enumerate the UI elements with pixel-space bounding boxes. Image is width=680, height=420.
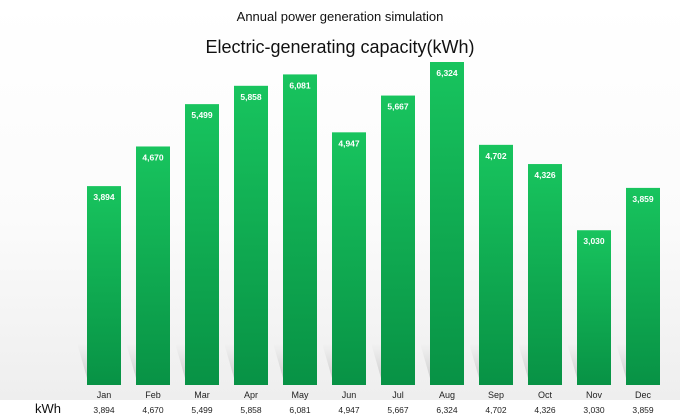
table-value: 4,947: [338, 405, 360, 415]
table-value: 3,030: [583, 405, 605, 415]
bar-oct: [528, 164, 562, 385]
x-tick-label: May: [291, 390, 309, 400]
table-value: 5,667: [387, 405, 409, 415]
bar-apr: [234, 85, 268, 385]
table-value: 4,702: [485, 405, 507, 415]
x-tick-label: Jan: [97, 390, 112, 400]
x-tick-label: Mar: [194, 390, 210, 400]
bar-value-label: 6,324: [436, 68, 458, 78]
bar-jun: [332, 132, 366, 385]
table-value: 4,326: [534, 405, 556, 415]
data-table-row: kWh 3,894 4,670 5,499 5,858 6,081 4,947 5,667 6…: [35, 401, 654, 416]
x-tick-label: Oct: [538, 390, 553, 400]
x-tick-label: Sep: [488, 390, 504, 400]
bar-value-label: 6,081: [289, 80, 311, 90]
table-value: 3,894: [93, 405, 115, 415]
bar-dec: [626, 187, 660, 385]
bar-jul: [381, 95, 415, 385]
bar-feb: [136, 146, 170, 385]
table-value: 4,670: [142, 405, 164, 415]
bar-value-label: 4,326: [534, 170, 556, 180]
bar-value-label: 4,947: [338, 138, 360, 148]
bar-value-label: 5,499: [191, 110, 213, 120]
category-labels: Jan Feb Mar Apr May Jun Jul Aug Sep Oct Nov Dec: [97, 390, 652, 400]
table-value: 5,499: [191, 405, 213, 415]
bar-value-label: 5,667: [387, 102, 409, 112]
x-tick-label: Jul: [392, 390, 404, 400]
table-value: 3,859: [632, 405, 654, 415]
bar-jan: [87, 186, 121, 385]
table-value: 6,324: [436, 405, 458, 415]
chart-title: Electric-generating capacity(kWh): [205, 37, 474, 57]
bar-value-label: 5,858: [240, 92, 262, 102]
bar-nov: [577, 230, 611, 385]
bar-value-label: 4,702: [485, 151, 507, 161]
table-value: 6,081: [289, 405, 311, 415]
bar-value-label: 3,030: [583, 236, 605, 246]
bar-may: [283, 74, 317, 386]
x-tick-label: Feb: [145, 390, 161, 400]
bars-layer: 3,894 4,670 5,499 5,858 6,081 4,947 5,667 6,324…: [77, 62, 660, 386]
bar-sep: [479, 144, 513, 385]
x-tick-label: Apr: [244, 390, 258, 400]
table-unit-label: kWh: [35, 401, 61, 416]
x-tick-label: Dec: [635, 390, 652, 400]
x-tick-label: Aug: [439, 390, 455, 400]
bar-mar: [185, 104, 219, 386]
bar-value-label: 3,859: [632, 194, 654, 204]
bar-value-label: 3,894: [93, 192, 115, 202]
table-value: 5,858: [240, 405, 262, 415]
chart-suptitle: Annual power generation simulation: [237, 9, 444, 24]
x-tick-label: Nov: [586, 390, 603, 400]
x-tick-label: Jun: [342, 390, 357, 400]
bar-aug: [430, 62, 464, 385]
bar-value-label: 4,670: [142, 152, 164, 162]
